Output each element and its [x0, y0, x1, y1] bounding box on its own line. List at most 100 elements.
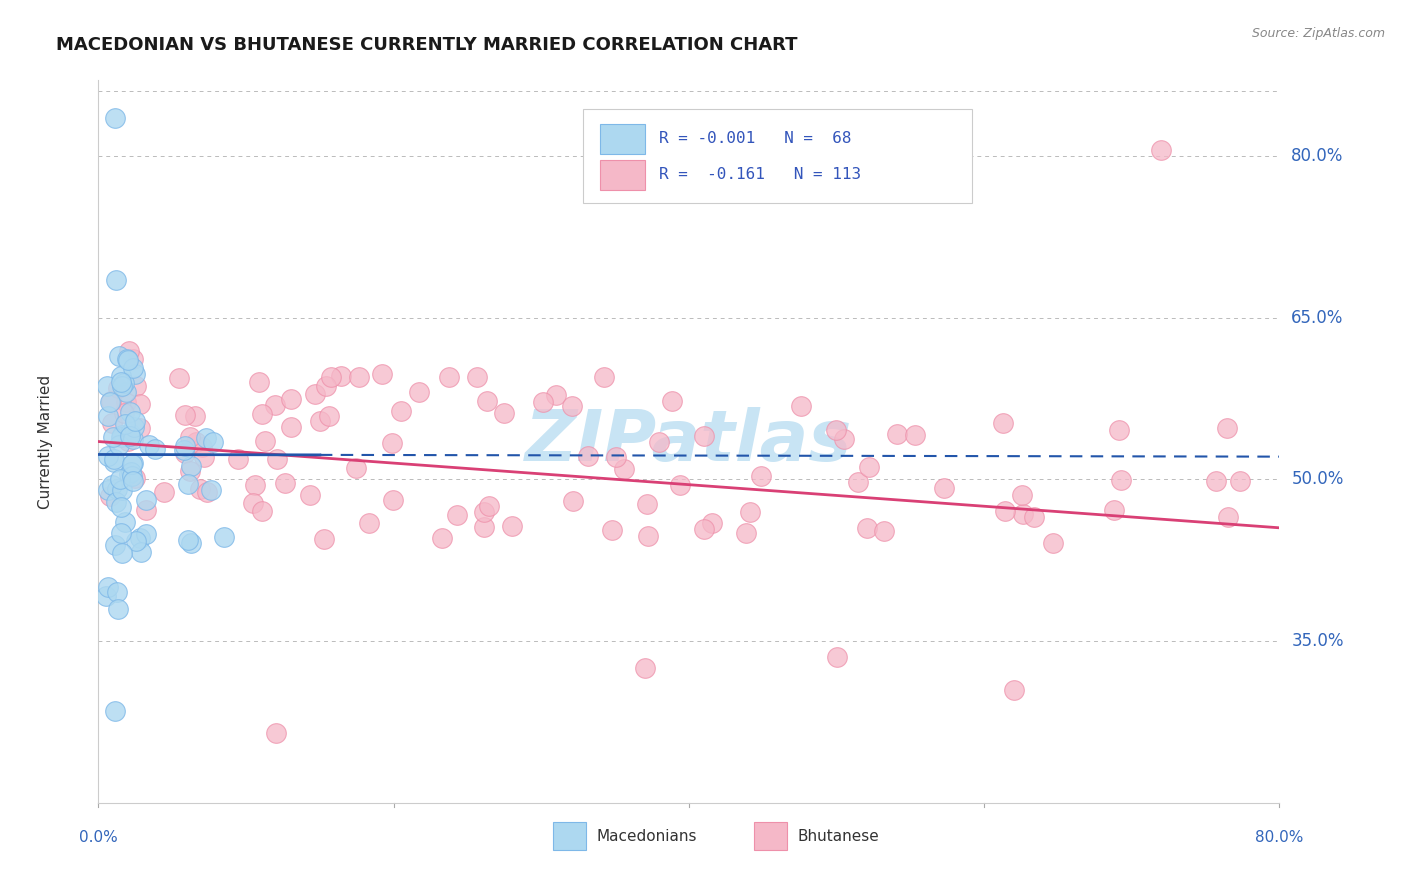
Point — [143, 442, 166, 457]
Text: Macedonians: Macedonians — [596, 829, 697, 844]
Point — [1012, 507, 1035, 521]
Point — [111, 378, 134, 392]
Point — [98, 395, 121, 409]
Point — [110, 375, 132, 389]
Text: 80.0%: 80.0% — [1291, 147, 1344, 165]
Point — [122, 432, 145, 446]
Point — [104, 704, 127, 718]
Point — [128, 421, 150, 435]
Point — [124, 471, 146, 485]
Point — [274, 476, 297, 491]
Point — [634, 661, 657, 675]
Point — [135, 493, 157, 508]
Text: MACEDONIAN VS BHUTANESE CURRENTLY MARRIED CORRELATION CHART: MACEDONIAN VS BHUTANESE CURRENTLY MARRIE… — [56, 36, 797, 54]
Point — [110, 525, 132, 540]
Point — [167, 370, 190, 384]
FancyBboxPatch shape — [582, 109, 973, 203]
Point — [561, 400, 583, 414]
Point — [242, 495, 264, 509]
Point — [637, 529, 659, 543]
Point — [111, 428, 134, 442]
Point — [135, 503, 157, 517]
Point — [858, 460, 880, 475]
Point — [115, 351, 138, 366]
Point — [531, 395, 554, 409]
Point — [186, 435, 208, 450]
Point — [103, 455, 125, 469]
Point — [1042, 536, 1064, 550]
Point — [561, 494, 583, 508]
Point — [228, 452, 250, 467]
Point — [120, 428, 142, 442]
Point — [129, 545, 152, 559]
Text: 80.0%: 80.0% — [1256, 830, 1303, 845]
Point — [173, 439, 195, 453]
Point — [174, 445, 197, 459]
Point — [112, 406, 135, 420]
Point — [636, 497, 658, 511]
Point — [280, 420, 302, 434]
Point — [117, 352, 139, 367]
Point — [193, 450, 215, 465]
Point — [329, 368, 352, 383]
Point — [304, 386, 326, 401]
Point — [790, 399, 813, 413]
Point — [478, 500, 501, 514]
Point — [100, 394, 122, 409]
Point — [180, 536, 202, 550]
Text: Bhutanese: Bhutanese — [797, 829, 879, 844]
Point — [344, 461, 367, 475]
Point — [104, 111, 127, 125]
Point — [544, 388, 567, 402]
Text: ZIPatlas: ZIPatlas — [526, 407, 852, 476]
Point — [994, 504, 1017, 518]
Point — [1002, 682, 1025, 697]
Point — [576, 449, 599, 463]
Point — [97, 409, 120, 423]
Point — [173, 408, 195, 422]
Point — [108, 472, 131, 486]
Point — [661, 394, 683, 409]
Point — [200, 483, 222, 497]
Point — [114, 515, 136, 529]
Point — [318, 409, 340, 423]
Point — [97, 483, 120, 498]
Point — [735, 526, 758, 541]
Point — [101, 417, 124, 431]
Point — [107, 601, 129, 615]
Point — [465, 370, 488, 384]
Point — [173, 442, 195, 457]
Point — [250, 407, 273, 421]
Text: 0.0%: 0.0% — [79, 830, 118, 845]
Point — [124, 414, 146, 428]
Point — [247, 376, 270, 390]
Point — [180, 459, 202, 474]
Point — [749, 469, 772, 483]
Point — [96, 379, 118, 393]
Point — [475, 394, 498, 409]
Point — [111, 483, 134, 497]
Point — [314, 532, 336, 546]
Point — [214, 530, 236, 544]
Point — [1022, 510, 1045, 524]
Point — [408, 384, 430, 399]
Point — [593, 370, 616, 384]
Point — [1216, 421, 1239, 435]
Point — [600, 524, 623, 538]
Bar — [600, 124, 645, 154]
Point — [122, 420, 145, 434]
Point — [381, 435, 404, 450]
Point — [370, 367, 392, 381]
Point — [128, 397, 150, 411]
Point — [934, 482, 956, 496]
Point — [738, 505, 761, 519]
Point — [121, 469, 143, 483]
Point — [121, 474, 143, 488]
Bar — [754, 822, 787, 850]
Point — [121, 361, 143, 376]
Point — [114, 417, 136, 431]
Point — [315, 379, 337, 393]
Point — [121, 456, 143, 470]
Point — [873, 524, 896, 538]
Point — [108, 437, 131, 451]
